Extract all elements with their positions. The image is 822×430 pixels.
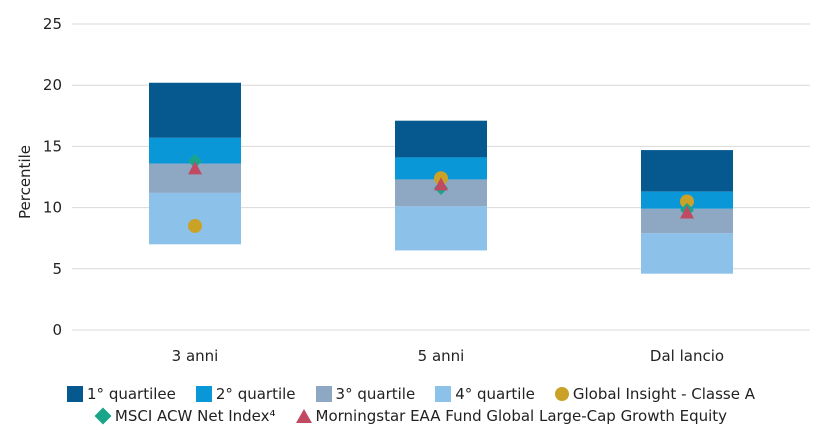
triangle-marker-2 [680,205,694,219]
legend-item-q3: 3° quartile [315,385,416,403]
quartile-1-bar-1 [395,120,487,158]
legend-item-q2: 2° quartile [195,385,296,403]
y-tick-label-10: 10 [43,199,62,217]
quartile-bars [149,82,733,274]
legend-label-q4: 4° quartile [455,385,535,403]
legend-item-category: Morningstar EAA Fund Global Large-Cap Gr… [295,407,728,425]
legend-label-fund: Global Insight - Classe A [572,385,755,403]
legend-item-q4: 4° quartile [435,385,535,403]
x-tick-label-0: 3 anni [172,347,219,365]
y-tick-label-15: 15 [43,137,62,155]
legend-label-category: Morningstar EAA Fund Global Large-Cap Gr… [315,407,728,425]
x-axis-ticks: 3 anni 5 anni Dal lancio [172,347,724,365]
legend-label-q1: 1° quartilee [87,385,176,403]
legend-label-q3: 3° quartile [335,385,416,403]
y-axis-ticks: 0 5 10 15 20 25 [43,15,62,339]
x-tick-label-1: 5 anni [418,347,465,365]
y-axis-label: Percentile [16,145,34,219]
q3-swatch [315,386,332,402]
y-tick-label-25: 25 [43,15,62,33]
quartile-2-bar-1 [395,157,487,180]
legend-label-index: MSCI ACW Net Index⁴ [114,407,276,425]
triangle-marker-1 [434,177,448,191]
legend-row-1: 1° quartilee 2° quartile 3° quartile 4° … [0,385,822,403]
y-tick-label-20: 20 [43,76,62,94]
q4-swatch [435,386,452,402]
circle-marker-0 [188,218,202,233]
y-tick-label-5: 5 [52,260,62,278]
quartile-4-bar-1 [395,206,487,251]
legend-item-q1: 1° quartilee [67,385,176,403]
q2-swatch [195,386,212,402]
q1-swatch [67,386,84,402]
legend-item-index: MSCI ACW Net Index⁴ [94,407,276,425]
circle-marker-2 [680,194,694,209]
triangle-marker-icon [295,409,312,423]
triangle-marker-0 [188,161,202,175]
quartile-4-bar-0 [149,192,241,245]
legend-row-2: MSCI ACW Net Index⁴ Morningstar EAA Fund… [0,407,822,425]
quartile-1-bar-0 [149,82,241,138]
diamond-marker-icon [94,407,112,425]
series-markers [188,154,694,233]
circle-marker-icon [554,387,569,401]
legend-item-fund: Global Insight - Classe A [554,385,755,403]
diamond-marker-0 [188,154,202,169]
y-tick-label-0: 0 [52,321,62,339]
quartile-1-bar-2 [641,150,733,192]
legend-label-q2: 2° quartile [215,385,296,403]
quartile-4-bar-2 [641,233,733,274]
x-tick-label-2: Dal lancio [650,347,724,365]
